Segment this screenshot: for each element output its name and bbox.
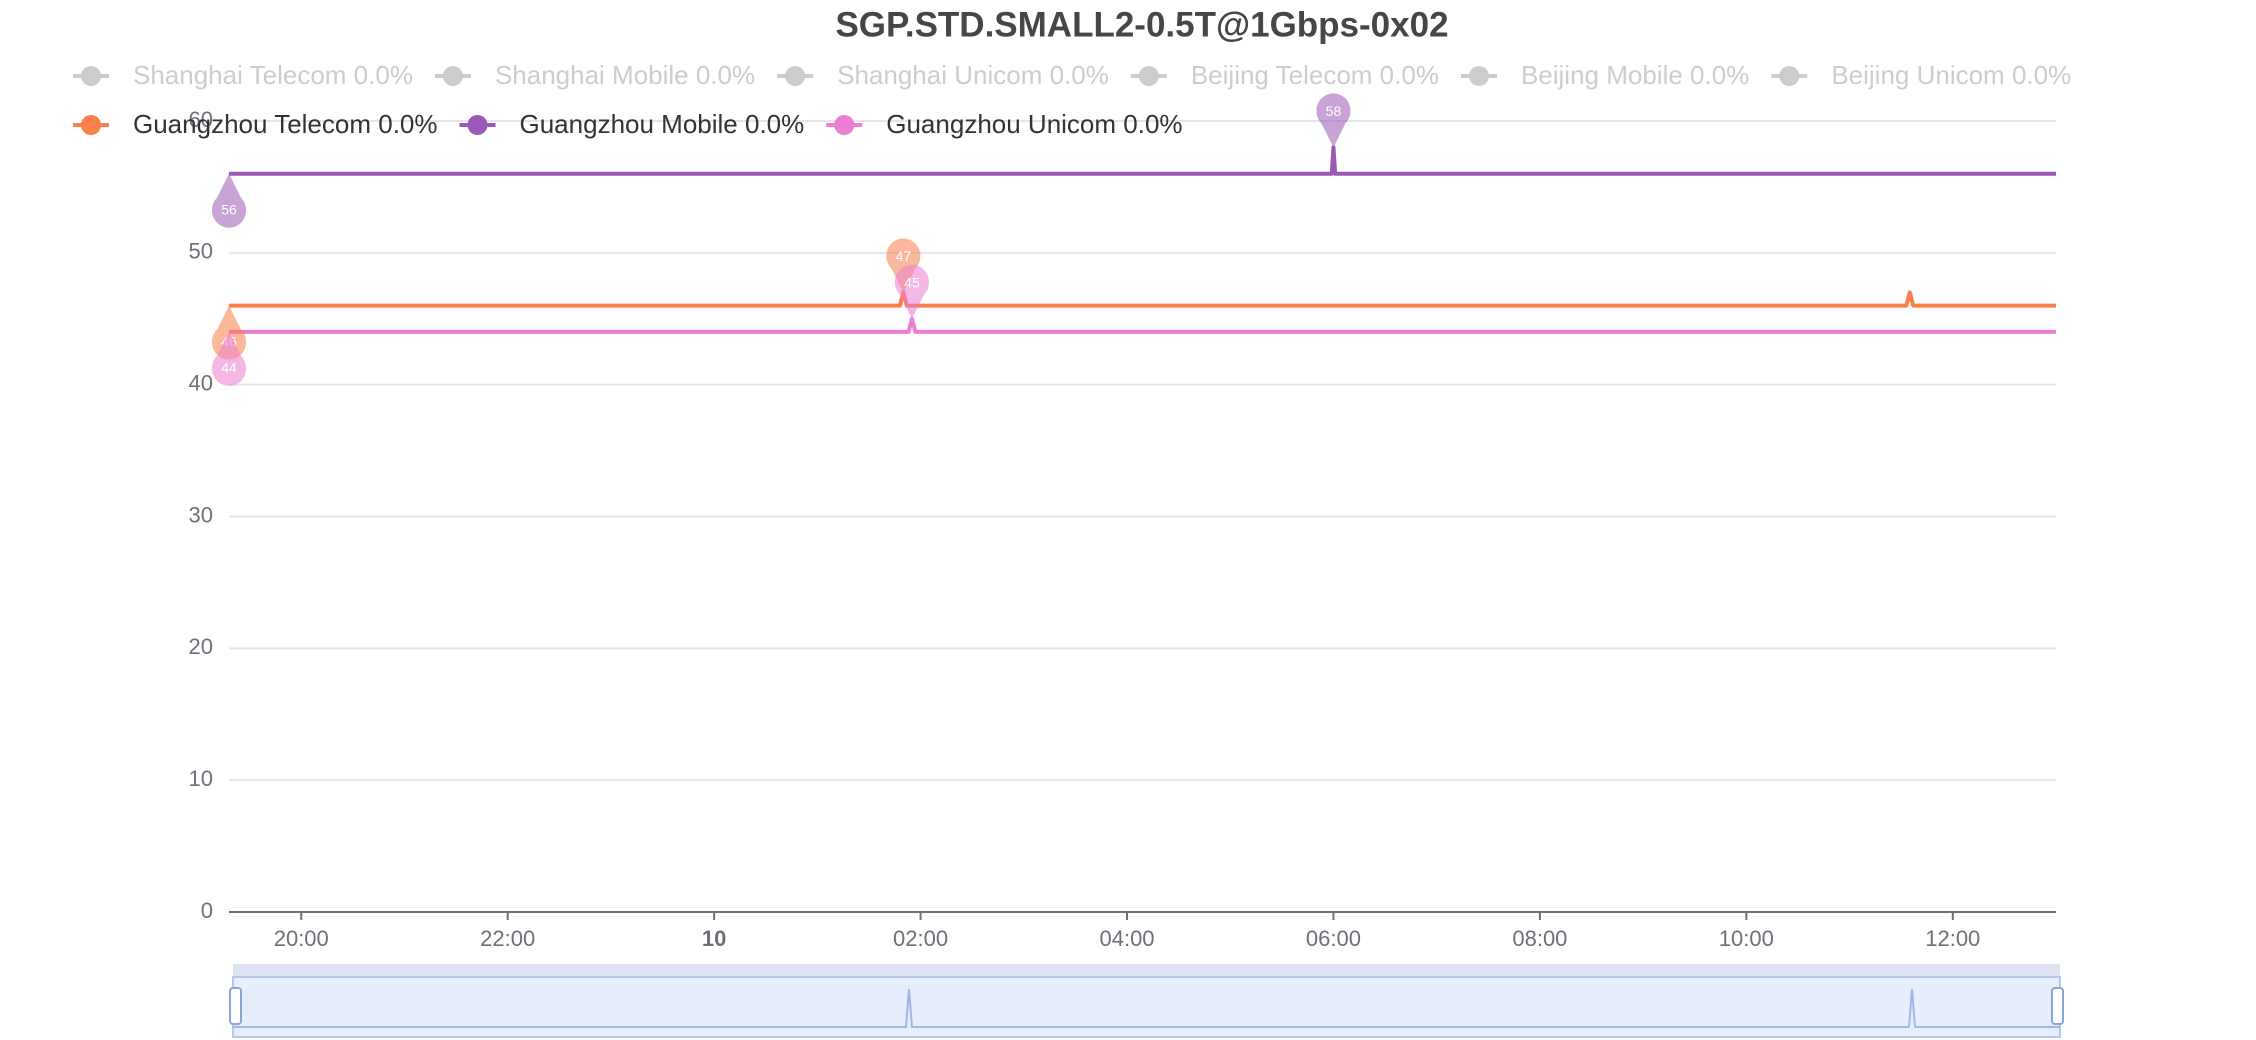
legend-label[interactable]: Shanghai Unicom 0.0% — [837, 60, 1109, 90]
series-line — [229, 145, 2056, 176]
legend-label[interactable]: Beijing Telecom 0.0% — [1191, 60, 1439, 90]
chart-title: SGP.STD.SMALL2-0.5T@1Gbps-0x02 — [835, 5, 1448, 44]
pin-head — [212, 350, 246, 385]
x-tick-label: 10 — [702, 926, 726, 951]
legend-icon — [442, 66, 463, 86]
legend-icon — [1138, 66, 1159, 86]
zoom-handle[interactable] — [229, 987, 242, 1025]
x-tick-label: 12:00 — [1925, 926, 1980, 951]
legend-label[interactable]: Beijing Unicom 0.0% — [1831, 60, 2071, 90]
y-tick-label: 0 — [201, 898, 213, 923]
zoom-handle[interactable] — [2051, 987, 2064, 1025]
legend-icon — [81, 66, 101, 86]
mark-point — [1316, 93, 1351, 148]
x-tick-label: 22:00 — [480, 926, 535, 951]
y-tick-label: 10 — [189, 766, 213, 791]
legend-icon — [467, 115, 488, 135]
legend-label[interactable]: Guangzhou Mobile 0.0% — [520, 109, 805, 139]
y-tick-label: 60 — [189, 107, 213, 132]
legend-label[interactable]: Shanghai Telecom 0.0% — [133, 60, 413, 90]
pin-head — [894, 265, 929, 300]
legend-label[interactable]: Guangzhou Telecom 0.0% — [133, 109, 438, 139]
pin-label: 58 — [1326, 103, 1342, 119]
x-tick-label: 10:00 — [1719, 926, 1774, 951]
series-line — [229, 316, 2056, 334]
pin-label: 44 — [221, 360, 237, 376]
x-tick-label: 04:00 — [1099, 926, 1154, 951]
data-zoom — [229, 964, 2064, 1038]
x-tick-label: 02:00 — [893, 926, 948, 951]
pin-head — [212, 192, 246, 227]
mark-point — [212, 173, 246, 228]
legend-icon — [785, 66, 806, 86]
legend-icon — [834, 115, 855, 135]
y-tick-label: 30 — [189, 502, 213, 527]
y-tick-label: 50 — [189, 239, 213, 264]
legend-icon — [1779, 66, 1800, 86]
legend-label[interactable]: Guangzhou Unicom 0.0% — [886, 109, 1182, 139]
zoom-bar — [233, 964, 2060, 977]
y-tick-label: 40 — [189, 370, 213, 395]
mark-point — [894, 264, 929, 319]
mark-point — [212, 331, 246, 386]
pin-label: 56 — [221, 201, 237, 217]
y-tick-label: 20 — [189, 634, 213, 659]
zoom-preview — [233, 988, 2060, 1028]
pin-head — [1316, 94, 1351, 129]
pin-label: 47 — [896, 248, 912, 264]
x-tick-label: 20:00 — [274, 926, 329, 951]
pin-label: 45 — [904, 274, 920, 290]
grid — [229, 120, 2056, 782]
legend-icon — [1468, 66, 1489, 86]
x-tick-label: 08:00 — [1512, 926, 1567, 951]
series-line — [229, 290, 2056, 308]
legend-label[interactable]: Beijing Mobile 0.0% — [1521, 60, 1749, 90]
legend-icon — [81, 115, 101, 135]
x-tick-label: 06:00 — [1306, 926, 1361, 951]
legend-label[interactable]: Shanghai Mobile 0.0% — [495, 60, 755, 90]
